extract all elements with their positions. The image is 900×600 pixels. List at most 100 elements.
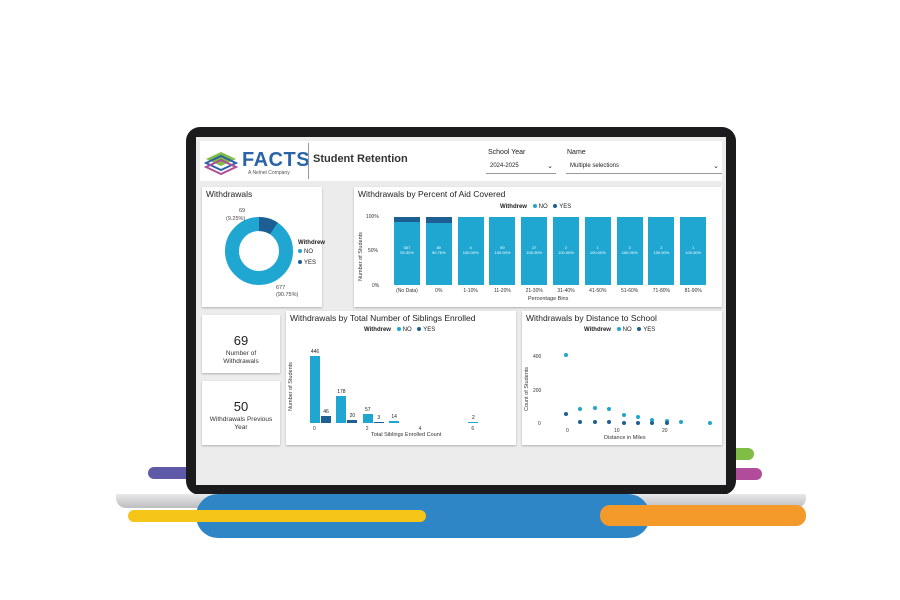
siblings-bar-no[interactable] bbox=[362, 414, 373, 423]
siblings-data-label: 3 bbox=[377, 415, 381, 421]
distance-point-yes[interactable] bbox=[592, 420, 597, 425]
aid-xtick: 21-30% bbox=[525, 288, 543, 294]
aid-covered-title: Withdrawals by Percent of Aid Covered bbox=[358, 189, 506, 199]
aid-data-label: 2 100.00% bbox=[558, 245, 574, 255]
distance-point-no[interactable] bbox=[708, 420, 712, 425]
yes-dot-icon bbox=[553, 204, 558, 209]
kpi-withdrawals-value: 69 bbox=[233, 333, 249, 348]
distance-point-yes[interactable] bbox=[621, 420, 626, 425]
aid-bar-no[interactable] bbox=[521, 217, 548, 285]
name-value: Multiple selections bbox=[570, 163, 620, 169]
withdrawals-title: Withdrawals bbox=[206, 189, 253, 199]
distance-panel: Withdrawals by Distance to School Withdr… bbox=[522, 311, 722, 445]
siblings-data-label: 446 bbox=[310, 349, 320, 356]
yes-dot-icon bbox=[637, 327, 642, 332]
aid-xtick: 51-60% bbox=[620, 288, 639, 294]
aid-data-label: 4 100.00% bbox=[462, 245, 479, 255]
distance-ylabel: Count of Students bbox=[524, 366, 530, 411]
name-dropdown[interactable]: Multiple selections ⌄ bbox=[566, 161, 722, 174]
distance-point-yes[interactable] bbox=[664, 420, 669, 425]
aid-bar-no[interactable] bbox=[394, 221, 420, 285]
donut-legend-title: Withdrew bbox=[298, 240, 325, 246]
siblings-title: Withdrawals by Total Number of Siblings … bbox=[290, 313, 476, 323]
aid-data-label: 59 100.00% bbox=[494, 245, 511, 255]
aid-xlabel: Percentage Bins bbox=[528, 296, 569, 302]
aid-data-label: 1 100.00% bbox=[685, 245, 702, 255]
no-dot-icon bbox=[396, 327, 401, 332]
kpi-previous-value: 50 bbox=[233, 399, 249, 414]
aid-bar-no[interactable] bbox=[616, 217, 643, 285]
aid-bar-no[interactable] bbox=[553, 217, 579, 285]
distance-point-no[interactable] bbox=[679, 420, 684, 425]
aid-data-label: 557 93.32% bbox=[400, 245, 414, 255]
aid-xtick: 11-20% bbox=[493, 288, 511, 294]
logo-text: FACTS bbox=[242, 149, 311, 171]
aid-data-label: 80 90.75% bbox=[432, 245, 446, 255]
aid-bar-yes[interactable] bbox=[425, 217, 452, 224]
distance-point-no[interactable] bbox=[592, 406, 597, 411]
aid-xtick: 0% bbox=[435, 288, 443, 294]
siblings-xlabel: Total Siblings Enrolled Count bbox=[371, 432, 442, 438]
distance-point-yes[interactable] bbox=[650, 420, 655, 425]
aid-bar-no[interactable] bbox=[648, 217, 675, 285]
aid-data-label: 3 100.00% bbox=[621, 245, 638, 255]
donut-yes-pct: (9.25%) bbox=[226, 216, 246, 222]
siblings-bar-no[interactable] bbox=[389, 420, 400, 423]
siblings-bar-yes[interactable] bbox=[321, 416, 331, 423]
distance-point-no[interactable] bbox=[607, 407, 612, 412]
aid-bar-no[interactable] bbox=[425, 223, 452, 285]
distance-point-yes[interactable] bbox=[607, 420, 612, 425]
aid-bar-no[interactable] bbox=[584, 217, 611, 285]
school-year-dropdown[interactable]: 2024-2025 ⌄ bbox=[486, 161, 556, 174]
aid-xtick: 41-50% bbox=[589, 288, 607, 294]
siblings-data-label: 178 bbox=[337, 389, 346, 396]
donut-legend-no[interactable]: NO bbox=[298, 249, 313, 255]
aid-bar-no[interactable] bbox=[680, 217, 707, 285]
distance-ytick: 0 bbox=[538, 421, 541, 427]
kpi-previous-panel: 50 Withdrawals Previous Year bbox=[202, 381, 280, 445]
chevron-down-icon: ⌄ bbox=[713, 163, 719, 170]
yes-dot-icon bbox=[417, 327, 422, 332]
distance-ytick: 200 bbox=[533, 388, 542, 394]
aid-ylabel: Number of Students bbox=[358, 232, 364, 281]
siblings-bar-yes[interactable] bbox=[373, 422, 384, 423]
siblings-legend: Withdrew NO YES bbox=[364, 327, 436, 333]
distance-point-no[interactable] bbox=[650, 417, 655, 422]
siblings-data-label: 20 bbox=[349, 413, 356, 419]
siblings-bar-no[interactable] bbox=[310, 356, 320, 423]
aid-xtick: 1-10% bbox=[463, 288, 478, 294]
distance-point-yes[interactable] bbox=[578, 419, 583, 424]
distance-point-yes[interactable] bbox=[564, 412, 568, 417]
siblings-bar-no[interactable] bbox=[336, 396, 347, 423]
aid-xtick: (No Data) bbox=[396, 288, 418, 294]
siblings-xtick: 0 bbox=[313, 426, 316, 432]
aid-data-label: 2 100.00% bbox=[653, 245, 670, 255]
distance-point-yes[interactable] bbox=[636, 420, 640, 425]
decor-bar-orange bbox=[600, 505, 806, 526]
dashboard-header: FACTS A Nelnet Company Student Retention… bbox=[200, 141, 722, 181]
donut-yes-slice[interactable] bbox=[225, 217, 293, 285]
aid-bar-no[interactable] bbox=[457, 217, 484, 285]
no-dot-icon bbox=[298, 249, 302, 254]
siblings-data-label: 14 bbox=[391, 413, 397, 420]
aid-xtick: 71-80% bbox=[652, 288, 670, 294]
aid-bar-yes[interactable] bbox=[394, 217, 420, 222]
siblings-bar-yes[interactable] bbox=[347, 420, 358, 423]
distance-xtick: 0 bbox=[566, 428, 569, 434]
distance-point-no[interactable] bbox=[578, 406, 583, 411]
aid-covered-panel: Withdrawals by Percent of Aid Covered Wi… bbox=[354, 187, 722, 307]
dashboard-screen: FACTS A Nelnet Company Student Retention… bbox=[196, 137, 726, 485]
distance-xtick: 20 bbox=[662, 428, 668, 434]
siblings-xtick: 6 bbox=[471, 426, 475, 432]
distance-point-no[interactable] bbox=[564, 353, 568, 357]
aid-bar-no[interactable] bbox=[489, 217, 516, 285]
siblings-data-label: 46 bbox=[323, 409, 329, 416]
donut-legend-yes[interactable]: YES bbox=[298, 260, 316, 266]
distance-ytick: 400 bbox=[533, 354, 542, 360]
aid-ytick: 50% bbox=[368, 248, 379, 254]
siblings-panel: Withdrawals by Total Number of Siblings … bbox=[286, 311, 516, 445]
siblings-bar-no[interactable] bbox=[468, 422, 479, 423]
distance-point-no[interactable] bbox=[621, 413, 626, 417]
logo-subtitle: A Nelnet Company bbox=[248, 170, 290, 176]
distance-point-no[interactable] bbox=[636, 415, 640, 420]
